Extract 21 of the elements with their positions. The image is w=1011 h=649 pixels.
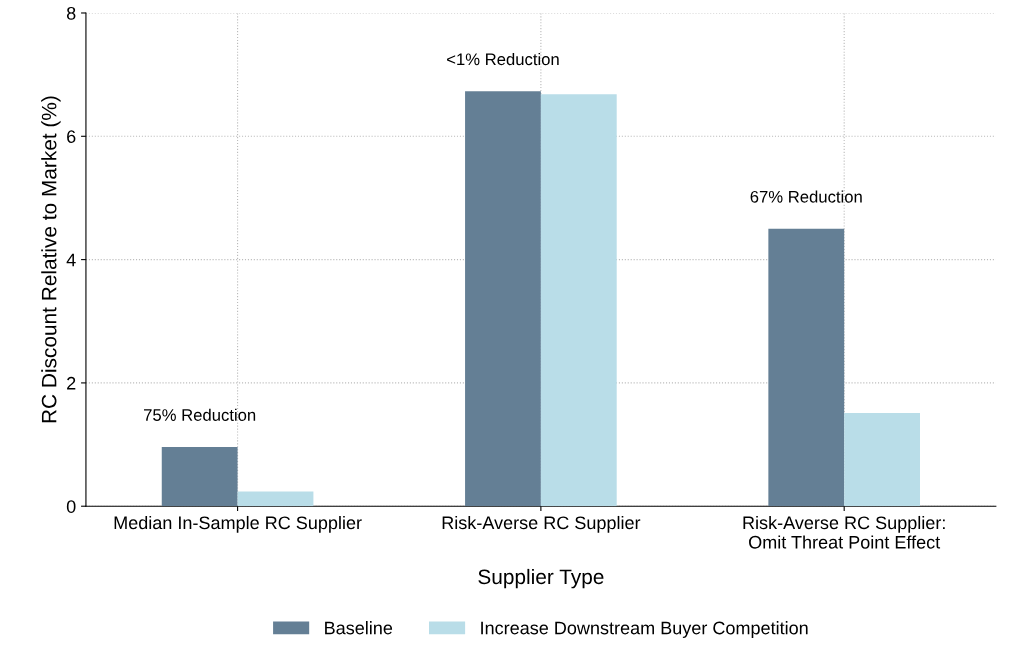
bar xyxy=(465,91,541,507)
annotation: <1% Reduction xyxy=(447,52,559,66)
y-tick-label: 6 xyxy=(67,130,76,144)
x-tick-label: Risk-Averse RC Supplier xyxy=(442,515,641,533)
bar xyxy=(237,491,314,507)
bar xyxy=(540,94,617,507)
bar xyxy=(161,447,238,507)
y-tick-label: 0 xyxy=(66,500,76,513)
legend-label: Baseline xyxy=(325,621,393,635)
bar xyxy=(768,228,845,507)
annotation: 67% Reduction xyxy=(750,190,862,203)
x-axis-title: Supplier Type xyxy=(478,568,604,589)
y-axis-title: RC Discount Relative to Market (%) xyxy=(41,96,61,423)
bar xyxy=(844,413,921,507)
y-tick-label: 4 xyxy=(66,253,76,267)
annotation: 75% Reduction xyxy=(144,408,256,421)
y-tick-label: 8 xyxy=(66,6,76,20)
legend-label: Increase Downstream Buyer Competition xyxy=(481,621,808,638)
x-tick-label: Risk-Averse RC Supplier: Omit Threat Point Effect xyxy=(743,515,945,549)
x-tick-label: Median In-Sample RC Supplier xyxy=(114,515,362,533)
y-tick-label: 2 xyxy=(67,376,76,390)
